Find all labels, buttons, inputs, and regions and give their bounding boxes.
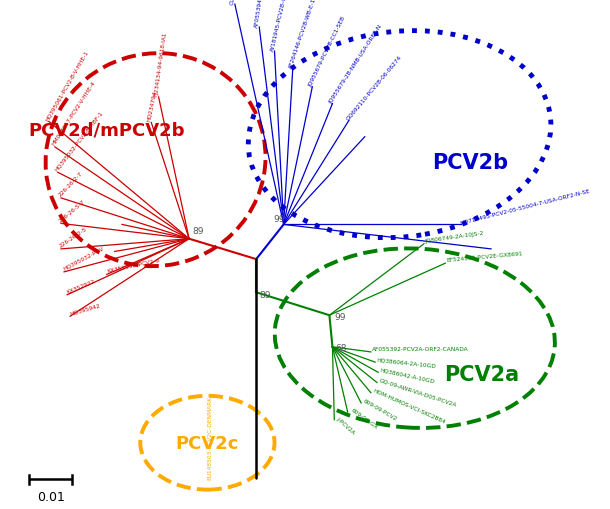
Text: 89: 89: [259, 290, 271, 299]
Text: 99: 99: [334, 313, 346, 322]
Text: HQ386042-A-10GD: HQ386042-A-10GD: [379, 366, 436, 383]
Text: AF055392-PCV2A-ORF2-CANADA: AF055392-PCV2A-ORF2-CANADA: [372, 346, 468, 351]
Text: 89: 89: [193, 226, 204, 235]
Text: HQ395032-PCV: HQ395032-PCV: [62, 245, 105, 271]
Text: 226-26-2-7: 226-26-2-7: [57, 171, 84, 197]
Text: 68: 68: [336, 343, 347, 352]
Text: CLU23ORF2-FRANCE: CLU23ORF2-FRANCE: [230, 0, 241, 5]
Text: AF055394-PCV2BORF2-FRANCE: AF055394-PCV2BORF2-FRANCE: [254, 0, 274, 28]
Text: HQ386064-2A-10GD: HQ386064-2A-10GD: [376, 356, 436, 367]
Text: J-PCV2A: J-PCV2A: [336, 415, 356, 434]
Text: HQ234794: HQ234794: [146, 90, 158, 122]
Text: JQ955679-PCV2B-CC1-SEB: JQ955679-PCV2B-CC1-SEB: [308, 15, 346, 88]
Text: 99: 99: [273, 215, 285, 224]
Text: AY181945-PCV2B-GD-TS: AY181945-PCV2B-GD-TS: [270, 0, 290, 52]
Text: EF524532-PCV2E-GX8691: EF524532-PCV2E-GX8691: [446, 251, 523, 263]
Text: HQ395032-PCV2-B-HBF-1: HQ395032-PCV2-B-HBF-1: [54, 110, 104, 172]
Text: GQ692110-PCV2B-06-06274: GQ692110-PCV2B-06-06274: [345, 54, 403, 121]
Text: 0.01: 0.01: [37, 490, 65, 502]
Text: KX352922: KX352922: [66, 278, 96, 294]
Text: PCV2c: PCV2c: [176, 434, 239, 452]
Text: 609-09-PCV2: 609-09-PCV2: [362, 398, 398, 421]
Text: PCV2d/mPCV2b: PCV2d/mPCV2b: [29, 121, 185, 139]
Text: PCV2a: PCV2a: [444, 364, 520, 384]
Text: HM038017-PCV2-V-HHE-4: HM038017-PCV2-V-HHE-4: [51, 80, 96, 147]
Text: AF264146-PCV2B-WB-E-1: AF264146-PCV2B-WB-E-1: [288, 0, 317, 69]
Text: 609-09-GX: 609-09-GX: [350, 407, 379, 430]
Text: KX352990-PCV2-d: KX352990-PCV2-d: [106, 258, 160, 274]
Text: HOM-HUMOS-VCI-SKC2B84: HOM-HUMOS-VCI-SKC2B84: [372, 387, 447, 424]
Text: HQ395061-PCV2-B-V-HHE-1: HQ395061-PCV2-B-V-HHE-1: [45, 50, 89, 122]
Text: GQ-09-AWR-VIA-D05-PCV2A: GQ-09-AWR-VIA-D05-PCV2A: [378, 377, 457, 407]
Text: HQ713495-PCV2-05-55004-7-USA-ORF2-N-SE: HQ713495-PCV2-05-55004-7-USA-ORF2-N-SE: [459, 188, 590, 225]
Text: 226-26-2-5: 226-26-2-5: [59, 226, 88, 248]
Text: FJ234134-94-9618-IA1: FJ234134-94-9618-IA1: [154, 31, 168, 97]
Text: EU148503-PCV2C-DENMARK: EU148503-PCV2C-DENMARK: [207, 395, 212, 479]
Text: PCV2b: PCV2b: [432, 153, 508, 173]
Text: JQ806749-2A-10JS-2: JQ806749-2A-10JS-2: [425, 230, 484, 243]
Text: HQ395942: HQ395942: [70, 302, 101, 316]
Text: JQ955679-2B-NMB-USA-ORF2-N: JQ955679-2B-NMB-USA-ORF2-N: [328, 23, 383, 104]
Text: 226-26-5-7: 226-26-5-7: [58, 199, 86, 223]
